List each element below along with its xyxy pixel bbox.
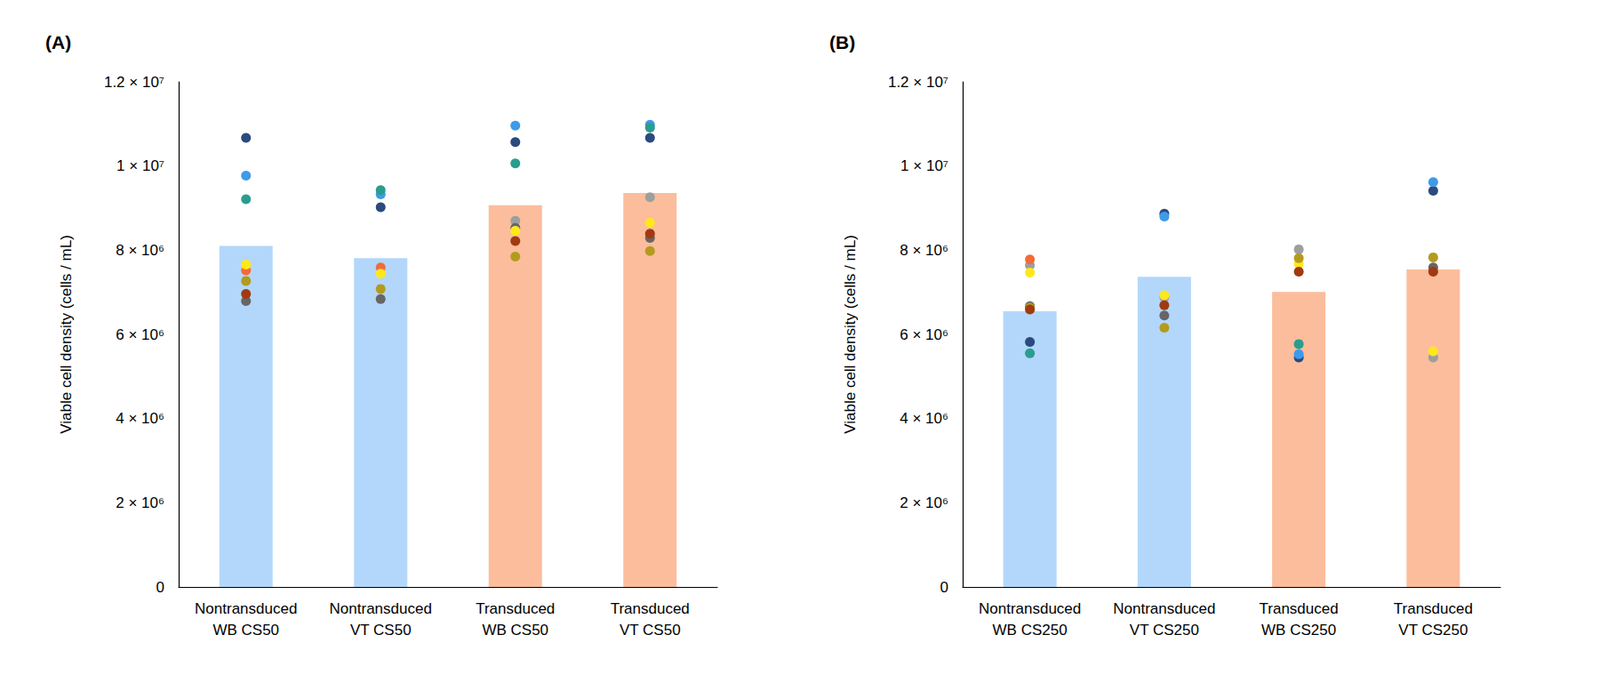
- svg-text:Transduced: Transduced: [610, 600, 690, 617]
- svg-text:(A): (A): [45, 32, 72, 53]
- svg-text:6 × 10⁶: 6 × 10⁶: [899, 326, 949, 344]
- svg-text:Viable cell density (cells / m: Viable cell density (cells / mL): [57, 234, 75, 434]
- svg-text:4 × 10⁶: 4 × 10⁶: [899, 409, 949, 427]
- svg-text:WB CS50: WB CS50: [212, 621, 280, 639]
- svg-text:WB CS250: WB CS250: [992, 621, 1068, 639]
- svg-text:Nontransduced: Nontransduced: [978, 600, 1081, 617]
- svg-text:8 × 10⁶: 8 × 10⁶: [899, 241, 949, 259]
- svg-text:2 × 10⁶: 2 × 10⁶: [115, 494, 165, 512]
- svg-text:VT CS250: VT CS250: [1129, 621, 1200, 639]
- svg-text:WB CS50: WB CS50: [481, 621, 549, 639]
- svg-text:Transduced: Transduced: [475, 600, 555, 617]
- svg-text:(B): (B): [829, 32, 856, 53]
- svg-text:Nontransduced: Nontransduced: [329, 600, 432, 617]
- svg-text:8 × 10⁶: 8 × 10⁶: [115, 241, 165, 259]
- svg-text:4 × 10⁶: 4 × 10⁶: [115, 409, 165, 427]
- svg-text:Nontransduced: Nontransduced: [194, 600, 297, 617]
- svg-text:WB CS250: WB CS250: [1261, 621, 1336, 639]
- svg-text:0: 0: [156, 578, 165, 596]
- svg-text:1 × 10⁷: 1 × 10⁷: [116, 157, 165, 175]
- svg-text:1 × 10⁷: 1 × 10⁷: [900, 157, 949, 175]
- svg-text:Viable cell density (cells / m: Viable cell density (cells / mL): [841, 234, 859, 434]
- svg-text:0: 0: [940, 578, 949, 596]
- svg-text:Nontransduced: Nontransduced: [1112, 600, 1216, 617]
- svg-text:1.2 × 10⁷: 1.2 × 10⁷: [888, 73, 949, 91]
- svg-text:Transduced: Transduced: [1259, 600, 1339, 617]
- svg-text:VT CS50: VT CS50: [619, 621, 681, 639]
- svg-text:6 × 10⁶: 6 × 10⁶: [115, 326, 165, 344]
- svg-text:VT CS50: VT CS50: [350, 621, 412, 639]
- svg-text:1.2 × 10⁷: 1.2 × 10⁷: [104, 73, 165, 91]
- svg-text:Transduced: Transduced: [1393, 600, 1473, 617]
- svg-text:2 × 10⁶: 2 × 10⁶: [899, 494, 949, 512]
- svg-text:VT CS250: VT CS250: [1398, 621, 1468, 639]
